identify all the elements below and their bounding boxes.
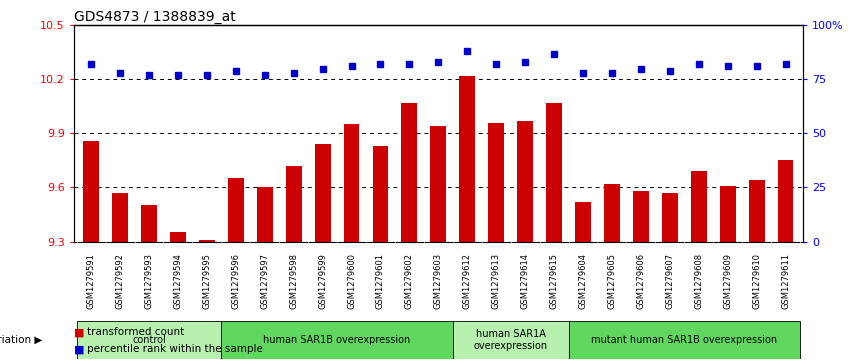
Text: GSM1279603: GSM1279603 [434, 253, 443, 309]
Bar [372, 146, 389, 241]
Bar [315, 144, 331, 241]
Text: GSM1279610: GSM1279610 [752, 253, 761, 309]
Text: GSM1279614: GSM1279614 [521, 253, 529, 309]
Text: GSM1279606: GSM1279606 [636, 253, 646, 309]
Text: GSM1279608: GSM1279608 [694, 253, 703, 309]
Bar [517, 121, 533, 241]
Bar [257, 187, 273, 241]
Text: ■: ■ [74, 344, 84, 354]
Text: mutant human SAR1B overexpression: mutant human SAR1B overexpression [591, 335, 778, 345]
Text: GSM1279598: GSM1279598 [289, 253, 299, 309]
Text: GSM1279596: GSM1279596 [231, 253, 240, 309]
Text: GDS4873 / 1388839_at: GDS4873 / 1388839_at [74, 11, 235, 24]
Text: GSM1279595: GSM1279595 [202, 253, 212, 309]
Bar [199, 240, 215, 241]
Bar [221, 321, 453, 359]
Text: human SAR1A
overexpression: human SAR1A overexpression [474, 329, 548, 351]
Text: GSM1279597: GSM1279597 [260, 253, 269, 309]
Bar [431, 126, 446, 241]
Bar [112, 193, 128, 241]
Bar [778, 160, 793, 241]
Text: GSM1279615: GSM1279615 [549, 253, 559, 309]
Text: GSM1279600: GSM1279600 [347, 253, 356, 309]
Text: GSM1279609: GSM1279609 [723, 253, 733, 309]
Text: GSM1279612: GSM1279612 [463, 253, 472, 309]
Text: GSM1279601: GSM1279601 [376, 253, 385, 309]
Text: ■: ■ [74, 327, 84, 337]
Text: GSM1279593: GSM1279593 [144, 253, 154, 309]
Text: genotype/variation ▶: genotype/variation ▶ [0, 335, 43, 345]
Bar [662, 193, 678, 241]
Bar [720, 186, 736, 241]
Text: human SAR1B overexpression: human SAR1B overexpression [264, 335, 411, 345]
Bar [604, 184, 620, 241]
Text: transformed count: transformed count [87, 327, 184, 337]
Text: GSM1279611: GSM1279611 [781, 253, 790, 309]
Bar [83, 140, 99, 241]
Bar [170, 232, 186, 241]
Bar [286, 166, 302, 241]
Text: GSM1279613: GSM1279613 [491, 253, 501, 309]
Text: GSM1279602: GSM1279602 [404, 253, 414, 309]
Bar [488, 123, 504, 241]
Text: GSM1279594: GSM1279594 [174, 253, 182, 309]
Text: percentile rank within the sample: percentile rank within the sample [87, 344, 263, 354]
Bar [76, 321, 221, 359]
Bar [569, 321, 800, 359]
Bar [546, 103, 562, 241]
Text: control: control [132, 335, 166, 345]
Bar [749, 180, 765, 241]
Bar [227, 179, 244, 241]
Bar [344, 125, 359, 241]
Bar [141, 205, 157, 241]
Text: GSM1279605: GSM1279605 [608, 253, 616, 309]
Text: GSM1279591: GSM1279591 [87, 253, 95, 309]
Bar [401, 103, 418, 241]
Bar [459, 76, 476, 241]
Bar [633, 191, 649, 241]
Bar [575, 202, 591, 241]
Bar [453, 321, 569, 359]
Text: GSM1279592: GSM1279592 [115, 253, 125, 309]
Bar [691, 171, 707, 241]
Text: GSM1279604: GSM1279604 [578, 253, 588, 309]
Text: GSM1279607: GSM1279607 [665, 253, 674, 309]
Text: GSM1279599: GSM1279599 [318, 253, 327, 309]
